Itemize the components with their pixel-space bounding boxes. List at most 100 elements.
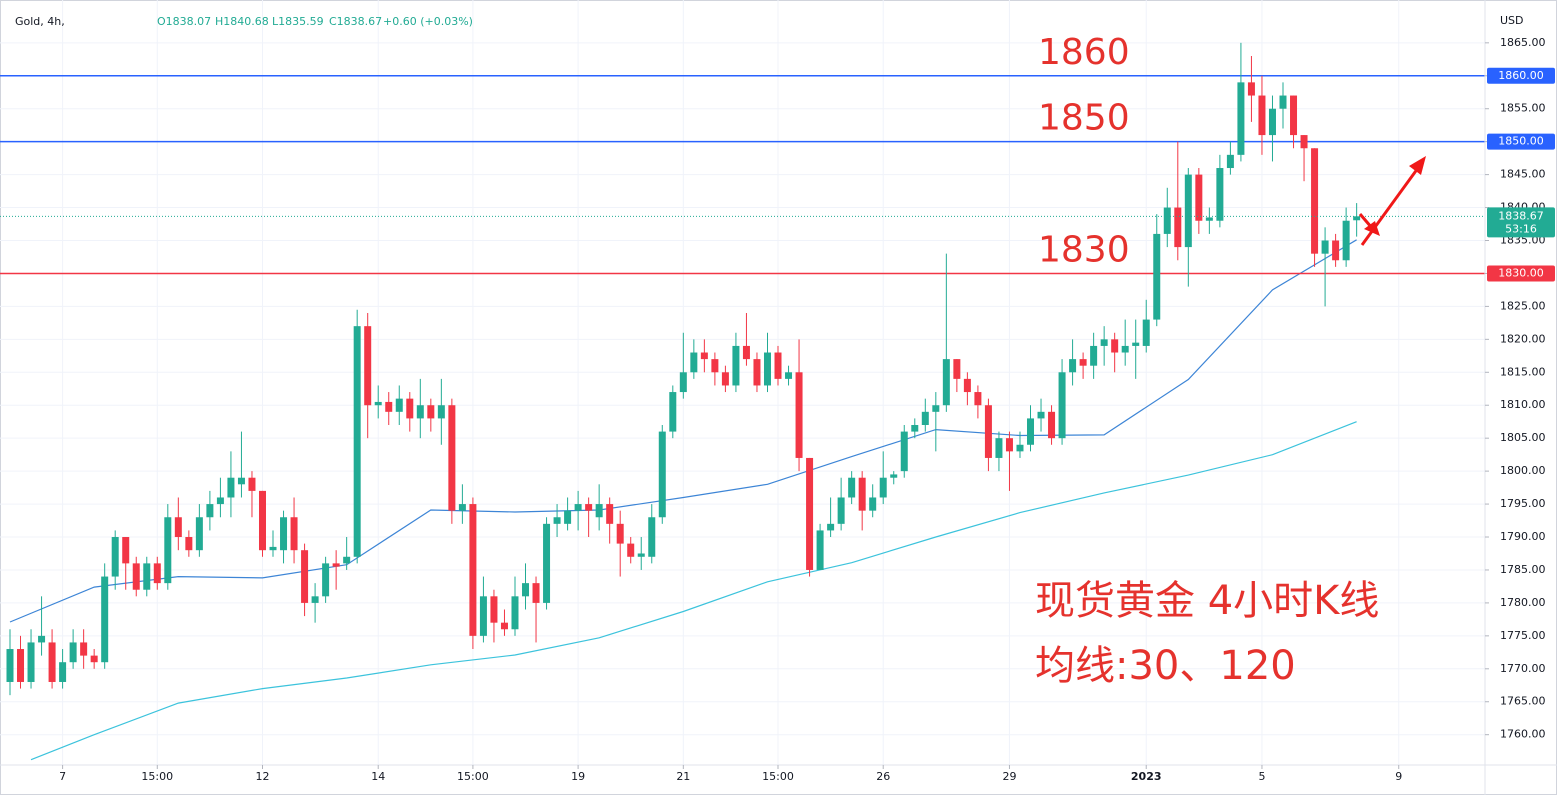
candle-body [690, 352, 698, 373]
candle-body [437, 405, 445, 419]
candle-body [80, 642, 88, 656]
candle-body [195, 517, 203, 551]
candle-body [553, 517, 561, 524]
candle-body [648, 517, 656, 557]
candle-body [1027, 418, 1035, 445]
x-tick-label: 15:00 [141, 770, 173, 783]
price-badge-label: 1830.00 [1498, 266, 1544, 279]
candle-body [1226, 154, 1234, 169]
x-tick-label: 19 [571, 770, 585, 783]
candle-body [721, 372, 729, 386]
last-price-badge [1487, 207, 1555, 238]
candle-body [848, 477, 856, 498]
candle-body [1342, 220, 1350, 261]
candle-body [732, 345, 740, 386]
candle-body [280, 517, 288, 551]
level-note: 1830 [1038, 229, 1130, 270]
candle-body [1100, 339, 1108, 346]
moving-average [30, 421, 1357, 761]
y-tick-label: 1865.00 [1500, 36, 1546, 49]
candle-body [900, 431, 908, 472]
candle-body [1290, 95, 1298, 136]
candle-body [858, 477, 866, 511]
candle-body [1016, 444, 1024, 452]
candle-body [879, 477, 887, 498]
candle-body [1311, 148, 1319, 254]
candle-body [90, 655, 98, 663]
candle-body [101, 576, 109, 663]
candle-body [1121, 345, 1129, 353]
x-tick-label: 9 [1395, 770, 1402, 783]
candle-body [1237, 82, 1245, 155]
y-tick-label: 1785.00 [1500, 563, 1546, 576]
x-tick-label: 15:00 [457, 770, 489, 783]
candle-body [1332, 240, 1340, 261]
arrows [1358, 156, 1426, 246]
candle-body [774, 352, 782, 379]
candle-body [227, 477, 235, 498]
axis-unit: USD [1500, 14, 1524, 27]
ohlc-value: +0.60 (+0.03%) [383, 15, 473, 28]
annotation: 均线:30、120 [1035, 643, 1296, 689]
price-badge [1487, 265, 1555, 282]
arrow-head [1409, 156, 1426, 175]
y-tick-label: 1810.00 [1500, 398, 1546, 411]
x-tick-label: 2023 [1131, 770, 1162, 783]
candle-body [290, 517, 298, 551]
candle-body [837, 497, 845, 524]
candle-body [921, 411, 929, 425]
candle-body [143, 563, 151, 590]
y-tick-label: 1820.00 [1500, 332, 1546, 345]
y-tick-label: 1805.00 [1500, 431, 1546, 444]
candle-body [1258, 95, 1266, 136]
candle-body [48, 642, 56, 682]
x-tick-label: 14 [371, 770, 385, 783]
candle-body [374, 401, 382, 406]
candle-body [574, 504, 582, 511]
candle-body [248, 477, 256, 491]
candle-body [6, 649, 14, 682]
candle-body [269, 546, 277, 551]
candle-body [59, 662, 67, 682]
candle-body [258, 490, 266, 551]
ohlc-value: C1838.67 [329, 15, 382, 28]
candle-body [332, 563, 340, 567]
candle-body [1142, 319, 1150, 346]
candle-body [111, 537, 119, 577]
candle-body [1247, 82, 1255, 96]
ohlc-value: L1835.59 [272, 15, 324, 28]
candle-body [427, 405, 435, 419]
candle-body [1300, 135, 1308, 149]
candle-body [1184, 174, 1192, 248]
candle-body [742, 345, 750, 360]
candle-body [1216, 168, 1224, 221]
candle-body [216, 497, 224, 505]
y-tick-label: 1815.00 [1500, 365, 1546, 378]
y-tick-label: 1765.00 [1500, 695, 1546, 708]
candle-body [458, 504, 466, 511]
candle-body [500, 622, 508, 630]
y-tick-label: 1775.00 [1500, 629, 1546, 642]
price-badge [1487, 133, 1555, 150]
x-tick-label: 5 [1258, 770, 1265, 783]
level-note: 1860 [1038, 32, 1130, 73]
y-tick-label: 1795.00 [1500, 497, 1546, 510]
candle-body [27, 642, 35, 682]
candle-body [827, 523, 835, 531]
candle-body [1153, 233, 1161, 320]
candle-body [1058, 372, 1066, 439]
y-tick-label: 1800.00 [1500, 464, 1546, 477]
arrow-head [1364, 221, 1380, 236]
candle-body [995, 438, 1003, 458]
candle-body [174, 517, 182, 538]
candle-body [132, 563, 140, 590]
candle-body [406, 398, 414, 419]
candle-body [479, 596, 487, 636]
candle-body [1353, 216, 1361, 221]
candle-body [1005, 438, 1013, 452]
candle-body [237, 477, 245, 485]
candle-body [763, 352, 771, 386]
candle-body [448, 405, 456, 511]
y-tick-label: 1855.00 [1500, 102, 1546, 115]
